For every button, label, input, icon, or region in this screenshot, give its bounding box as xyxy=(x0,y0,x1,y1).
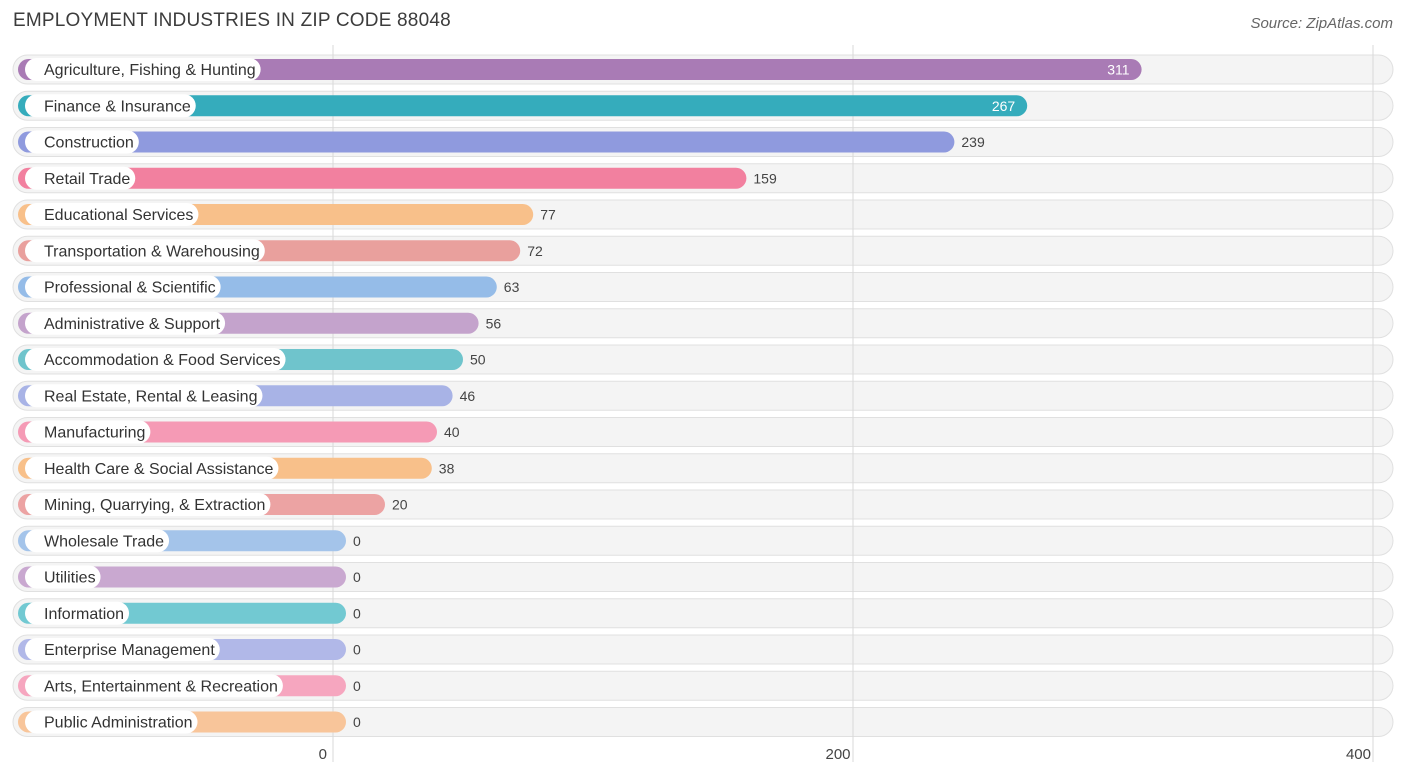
bar xyxy=(18,566,346,588)
chart-source: Source: ZipAtlas.com xyxy=(1250,15,1393,32)
value-label: 56 xyxy=(486,315,502,331)
category-label: Administrative & Support xyxy=(44,316,221,333)
category-label: Public Administration xyxy=(44,715,193,732)
category-label: Real Estate, Rental & Leasing xyxy=(44,388,257,405)
row-background xyxy=(12,598,1394,629)
category-label-pill xyxy=(25,674,283,698)
bar-group: Educational Services 77 xyxy=(18,203,556,226)
bar xyxy=(18,167,747,189)
category-label: Educational Services xyxy=(44,207,193,224)
bar-group: Retail Trade 159 xyxy=(18,166,777,190)
value-label: 0 xyxy=(353,642,361,658)
row-background xyxy=(12,525,1394,556)
value-label: 239 xyxy=(961,134,985,150)
category-label: Retail Trade xyxy=(44,171,130,188)
bar-group: Health Care & Social Assistance 38 xyxy=(18,456,455,480)
category-label: Finance & Insurance xyxy=(44,98,191,115)
value-label: 0 xyxy=(353,714,361,730)
bar-group: Transportation & Warehousing 72 xyxy=(18,239,543,263)
bar-group: Accommodation & Food Services 50 xyxy=(18,348,486,371)
category-label-pill xyxy=(25,166,136,190)
bar-group: Information 0 xyxy=(18,601,361,625)
bar-group: Professional & Scientific 63 xyxy=(18,275,520,299)
bar-group: Arts, Entertainment & Recreation 0 xyxy=(18,674,361,698)
category-label: Mining, Quarrying, & Extraction xyxy=(44,497,265,514)
category-label: Wholesale Trade xyxy=(44,533,164,550)
category-label-pill xyxy=(25,203,199,226)
bar xyxy=(18,131,955,153)
bar xyxy=(18,59,1142,80)
category-label: Manufacturing xyxy=(44,425,145,442)
category-label-pill xyxy=(25,710,198,734)
value-label: 40 xyxy=(444,424,460,440)
x-tick-label: 200 xyxy=(825,746,850,763)
category-label-pill xyxy=(25,420,151,444)
category-label-pill xyxy=(25,456,279,480)
bar-group: Agriculture, Fishing & Hunting 311 xyxy=(18,58,1142,81)
category-label: Utilities xyxy=(44,570,96,587)
row-background xyxy=(12,634,1394,665)
value-label: 159 xyxy=(753,170,777,186)
chart-title: EMPLOYMENT INDUSTRIES IN ZIP CODE 88048 xyxy=(13,10,451,31)
bar-group: Public Administration 0 xyxy=(18,710,361,734)
row-background xyxy=(12,707,1394,737)
value-label: 63 xyxy=(504,279,520,295)
value-label: 311 xyxy=(1107,62,1130,78)
category-label-pill xyxy=(25,94,196,118)
category-label-pill xyxy=(25,130,139,154)
category-label-pill xyxy=(25,348,286,371)
category-label: Transportation & Warehousing xyxy=(44,243,260,260)
value-label: 46 xyxy=(460,388,476,404)
category-label-pill xyxy=(25,384,263,408)
value-label: 77 xyxy=(540,207,556,223)
bar-group: Utilities 0 xyxy=(18,565,361,589)
category-label: Construction xyxy=(44,135,134,152)
category-label: Information xyxy=(44,606,124,623)
value-label: 50 xyxy=(470,352,486,368)
value-label: 0 xyxy=(353,605,361,621)
category-label: Health Care & Social Assistance xyxy=(44,461,274,478)
value-label: 0 xyxy=(353,569,361,585)
category-label-pill xyxy=(25,529,170,553)
category-label-pill xyxy=(25,601,130,625)
value-label: 38 xyxy=(439,460,455,476)
value-label: 0 xyxy=(353,533,361,549)
row-background xyxy=(12,562,1394,592)
bar-group: Enterprise Management 0 xyxy=(18,638,361,661)
value-label: 20 xyxy=(392,497,408,513)
category-label-pill xyxy=(25,565,101,589)
category-label: Arts, Entertainment & Recreation xyxy=(44,678,278,695)
category-label-pill xyxy=(25,58,261,81)
category-label-pill xyxy=(25,493,271,516)
bar-group: Manufacturing 40 xyxy=(18,420,460,444)
value-label: 0 xyxy=(353,678,361,694)
x-tick-label: 0 xyxy=(319,746,327,763)
category-label-pill xyxy=(25,638,220,661)
category-label: Agriculture, Fishing & Hunting xyxy=(44,62,256,79)
bar-group: Real Estate, Rental & Leasing 46 xyxy=(18,384,476,408)
category-label-pill xyxy=(25,275,221,299)
row-background xyxy=(12,670,1394,701)
category-label-pill xyxy=(25,239,265,263)
bar-group: Construction 239 xyxy=(18,130,985,154)
x-tick-label: 400 xyxy=(1346,746,1371,763)
bar-group: Mining, Quarrying, & Extraction 20 xyxy=(18,493,408,516)
category-label: Enterprise Management xyxy=(44,642,215,659)
bar-group: Finance & Insurance 267 xyxy=(18,94,1028,118)
value-label: 72 xyxy=(527,243,543,259)
category-label: Accommodation & Food Services xyxy=(44,352,281,369)
category-label: Professional & Scientific xyxy=(44,280,216,297)
bar-group: Administrative & Support 56 xyxy=(18,311,502,335)
bar-group: Wholesale Trade 0 xyxy=(18,529,361,553)
value-label: 267 xyxy=(992,98,1016,114)
category-label-pill xyxy=(25,311,226,335)
bar xyxy=(18,95,1028,117)
